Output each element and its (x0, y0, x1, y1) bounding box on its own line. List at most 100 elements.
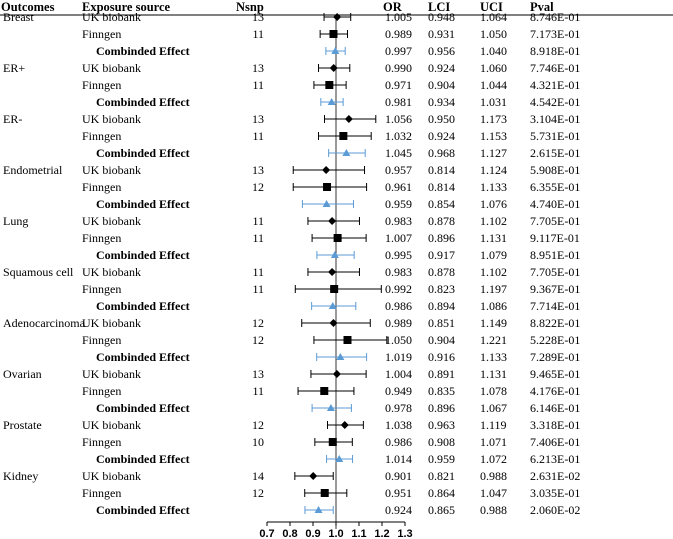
lci-value: 0.924 (428, 129, 455, 143)
or-value: 1.019 (385, 350, 412, 364)
or-value: 0.983 (385, 214, 412, 228)
exposure-source-label: Combinded Effect (96, 248, 190, 262)
nsnp-value: 11 (252, 129, 264, 143)
uci-value: 1.131 (480, 367, 507, 381)
outcome-label: Endometrial (3, 163, 63, 177)
outcome-label: Squamous cell (3, 265, 74, 279)
lci-value: 0.864 (428, 486, 455, 500)
point-estimate-diamond (322, 166, 331, 174)
point-estimate-square (325, 81, 334, 89)
uci-value: 1.102 (480, 214, 507, 228)
nsnp-value: 11 (252, 27, 264, 41)
outcome-label: Prostate (3, 418, 42, 432)
or-value: 0.990 (385, 61, 412, 75)
pval-value: 2.060E-02 (530, 503, 580, 517)
nsnp-value: 13 (252, 163, 264, 177)
pval-value: 2.631E-02 (530, 469, 580, 483)
point-estimate-square (330, 285, 339, 293)
uci-value: 1.173 (480, 112, 507, 126)
lci-value: 0.950 (428, 112, 455, 126)
lci-value: 0.968 (428, 146, 455, 160)
lci-value: 0.908 (428, 435, 455, 449)
lci-value: 0.904 (428, 78, 455, 92)
uci-value: 1.133 (480, 350, 507, 364)
exposure-source-label: Finngen (82, 486, 121, 500)
nsnp-value: 11 (252, 231, 264, 245)
pval-value: 8.822E-01 (530, 316, 580, 330)
lci-value: 0.814 (428, 180, 455, 194)
point-estimate-triangle (328, 302, 337, 309)
pval-value: 5.908E-01 (530, 163, 580, 177)
or-value: 0.971 (385, 78, 412, 92)
exposure-source-label: Finngen (82, 333, 121, 347)
point-estimate-diamond (333, 13, 342, 21)
outcome-label: Kidney (3, 469, 38, 483)
lci-value: 0.931 (428, 27, 455, 41)
uci-value: 1.050 (480, 27, 507, 41)
or-value: 0.986 (385, 435, 412, 449)
point-estimate-diamond (329, 64, 338, 72)
lci-value: 0.917 (428, 248, 455, 262)
exposure-source-label: UK biobank (82, 61, 141, 75)
point-estimate-square (343, 336, 352, 344)
point-estimate-square (329, 30, 338, 38)
nsnp-value: 11 (252, 384, 264, 398)
point-estimate-square (328, 438, 337, 446)
point-estimate-square (320, 387, 329, 395)
nsnp-value: 14 (252, 469, 264, 483)
lci-value: 0.835 (428, 384, 455, 398)
exposure-source-label: UK biobank (82, 418, 141, 432)
nsnp-value: 12 (252, 418, 264, 432)
or-value: 0.924 (385, 503, 412, 517)
uci-value: 1.031 (480, 95, 507, 109)
or-value: 0.978 (385, 401, 412, 415)
pval-value: 4.321E-01 (530, 78, 580, 92)
lci-value: 0.821 (428, 469, 455, 483)
point-estimate-square (333, 234, 342, 242)
outcome-label: ER+ (3, 61, 25, 75)
pval-value: 7.705E-01 (530, 265, 580, 279)
uci-value: 1.153 (480, 129, 507, 143)
outcome-label: Breast (3, 10, 34, 24)
exposure-source-label: Combinded Effect (96, 452, 190, 466)
or-value: 0.949 (385, 384, 412, 398)
or-value: 0.997 (385, 44, 412, 58)
or-value: 1.050 (385, 333, 412, 347)
uci-value: 1.086 (480, 299, 507, 313)
point-estimate-diamond (309, 472, 318, 480)
pval-value: 8.746E-01 (530, 10, 580, 24)
header-uci: UCI (480, 0, 503, 14)
or-value: 1.032 (385, 129, 412, 143)
outcome-label: ER- (3, 112, 22, 126)
exposure-source-label: Combinded Effect (96, 146, 190, 160)
exposure-source-label: Finngen (82, 282, 121, 296)
exposure-source-label: UK biobank (82, 367, 141, 381)
uci-value: 1.079 (480, 248, 507, 262)
uci-value: 1.127 (480, 146, 507, 160)
or-value: 0.992 (385, 282, 412, 296)
or-value: 1.038 (385, 418, 412, 432)
point-estimate-triangle (322, 200, 331, 207)
or-value: 1.007 (385, 231, 412, 245)
pval-value: 7.746E-01 (530, 61, 580, 75)
exposure-source-label: Combinded Effect (96, 95, 190, 109)
pval-value: 5.731E-01 (530, 129, 580, 143)
point-estimate-diamond (332, 370, 341, 378)
lci-value: 0.934 (428, 95, 455, 109)
exposure-source-label: Combinded Effect (96, 350, 190, 364)
point-estimate-triangle (331, 47, 340, 54)
point-estimate-triangle (342, 149, 351, 156)
pval-value: 9.117E-01 (530, 231, 580, 245)
exposure-source-label: UK biobank (82, 163, 141, 177)
lci-value: 0.823 (428, 282, 455, 296)
point-estimate-triangle (326, 404, 335, 411)
uci-value: 1.071 (480, 435, 507, 449)
nsnp-value: 11 (252, 78, 264, 92)
or-value: 0.957 (385, 163, 412, 177)
exposure-source-label: Finngen (82, 384, 121, 398)
lci-value: 0.959 (428, 452, 455, 466)
x-axis-tick-label: 0.8 (282, 528, 297, 539)
pval-value: 4.740E-01 (530, 197, 580, 211)
uci-value: 0.988 (480, 503, 507, 517)
point-estimate-square (320, 489, 329, 497)
